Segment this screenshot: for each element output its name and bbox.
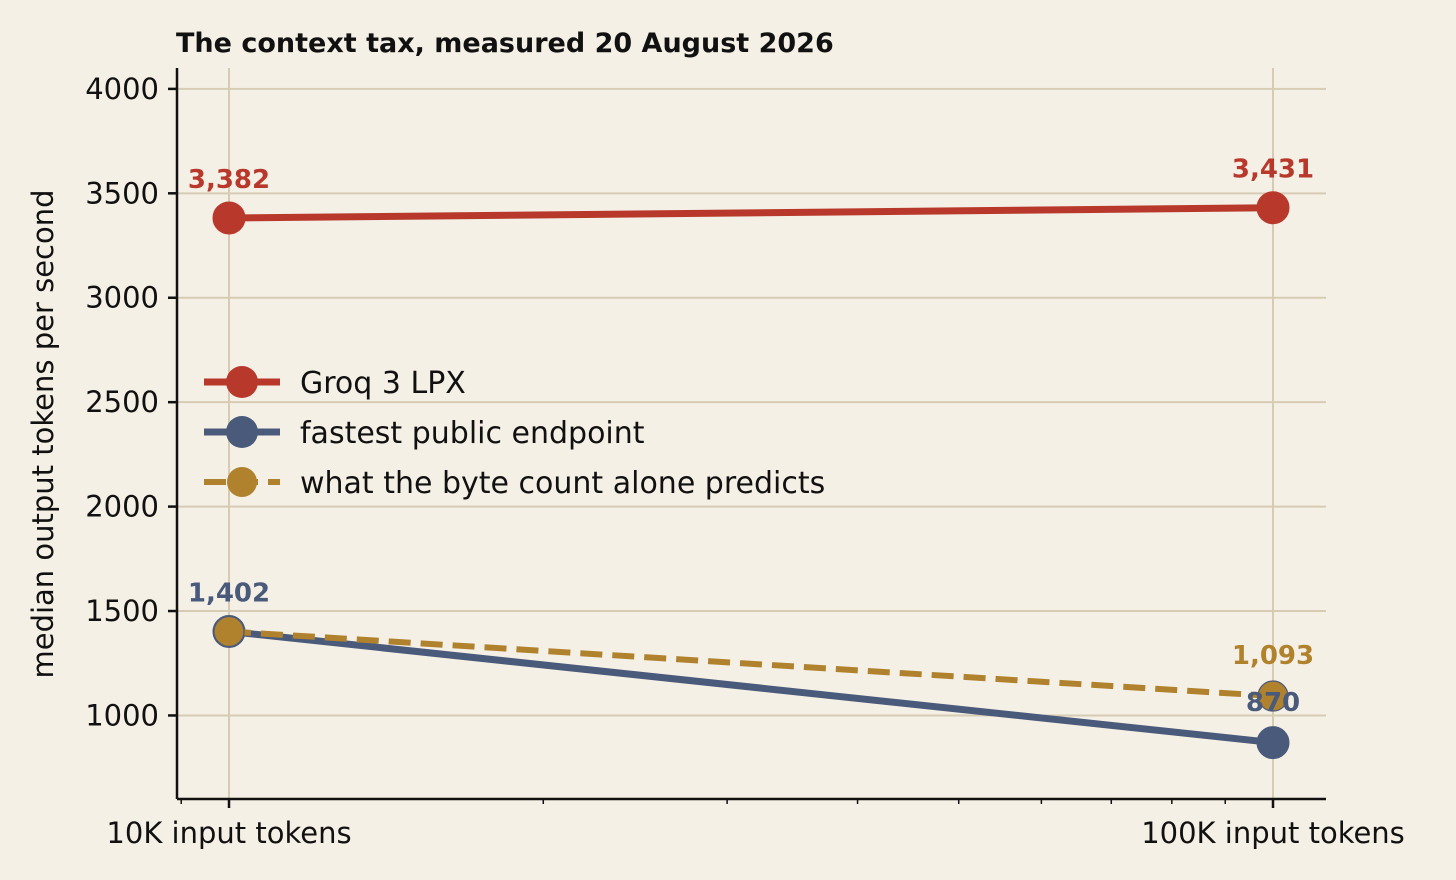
data-label: 1,402 [188, 578, 270, 608]
y-tick-label: 3500 [85, 176, 159, 210]
axes: 1000 1500 2000 2500 3000 3500 4000 10K input to… [85, 68, 1405, 850]
legend-entry: Groq 3 LPX [300, 366, 466, 401]
grid [177, 68, 1326, 799]
x-tick-label: 100K input tokens [1141, 816, 1405, 850]
y-tick-label: 2500 [85, 385, 159, 419]
series-line-2 [228, 628, 1274, 700]
y-tick-label: 1500 [85, 594, 159, 628]
y-tick-label: 2000 [85, 490, 159, 524]
series [212, 191, 1290, 760]
data-label: 1,093 [1232, 641, 1314, 671]
data-point [1257, 680, 1289, 712]
chart-title: The context tax, measured 20 August 2026 [176, 28, 834, 59]
legend-marker [226, 366, 258, 398]
data-labels: 3,382 3,431 1,402 870 1,093 [188, 155, 1314, 718]
y-axis-label: median output tokens per second [26, 189, 60, 678]
series-line-0 [228, 204, 1274, 222]
y-tick-label: 1000 [85, 698, 159, 732]
legend-entry: fastest public endpoint [300, 416, 645, 451]
x-tick-label: 10K input tokens [106, 816, 351, 850]
data-point [1256, 726, 1290, 760]
data-label: 870 [1246, 688, 1300, 718]
data-label: 3,431 [1232, 155, 1314, 185]
legend: Groq 3 LPX fastest public endpoint what th… [204, 366, 825, 501]
data-point [212, 201, 246, 235]
legend-marker [226, 416, 258, 448]
data-point [213, 615, 245, 648]
y-tick-label: 3000 [85, 281, 159, 315]
y-tick-label: 4000 [85, 72, 159, 106]
data-point [1256, 191, 1290, 225]
data-label: 3,382 [188, 165, 270, 195]
legend-entry: what the byte count alone predicts [300, 466, 825, 501]
series-line-1 [228, 628, 1274, 747]
legend-marker [227, 467, 257, 497]
